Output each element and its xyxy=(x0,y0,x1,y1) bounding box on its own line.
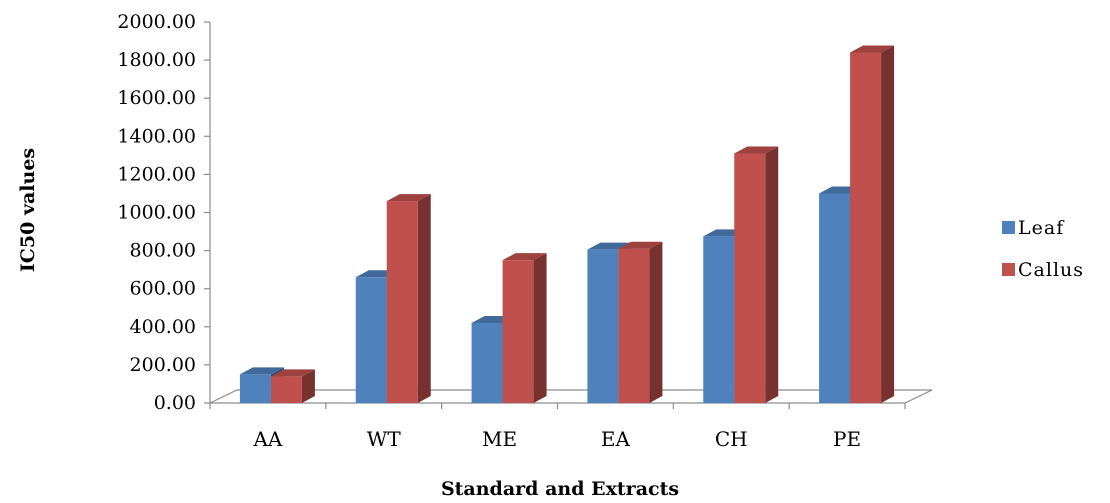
bar-callus-ea xyxy=(618,241,663,403)
y-tick-label: 200.00 xyxy=(130,354,196,376)
bar-callus-aa xyxy=(270,369,315,403)
bar-callus-me xyxy=(502,253,547,403)
x-tick-label: CH xyxy=(715,427,748,451)
legend-swatch-callus xyxy=(1002,263,1015,276)
legend: Leaf Callus xyxy=(1002,217,1084,281)
x-tick-label: AA xyxy=(252,427,282,451)
y-tick-label: 1800.00 xyxy=(117,49,196,71)
y-tick-label: 2000.00 xyxy=(117,11,196,33)
bar-callus-pe xyxy=(850,45,895,403)
x-tick-label: EA xyxy=(601,427,631,451)
x-axis-title: Standard and Extracts xyxy=(441,478,679,500)
x-tick-label: PE xyxy=(833,427,861,451)
y-tick-label: 0.00 xyxy=(154,392,196,414)
y-tick-label: 1000.00 xyxy=(117,202,196,224)
y-tick-label: 1200.00 xyxy=(117,163,196,185)
y-axis-title: IC50 values xyxy=(17,148,39,272)
y-tick-label: 800.00 xyxy=(130,240,196,262)
y-tick-label: 400.00 xyxy=(130,316,196,338)
y-tick-label: 1400.00 xyxy=(117,125,196,147)
y-tick-label: 1600.00 xyxy=(117,87,196,109)
legend-swatch-leaf xyxy=(1002,221,1015,234)
legend-label-leaf: Leaf xyxy=(1018,217,1065,239)
y-tick-label: 600.00 xyxy=(130,278,196,300)
x-tick-label: ME xyxy=(482,427,517,451)
bar-callus-ch xyxy=(734,146,779,403)
legend-label-callus: Callus xyxy=(1018,259,1084,281)
x-tick-label: WT xyxy=(367,427,402,451)
bar-callus-wt xyxy=(386,194,431,403)
